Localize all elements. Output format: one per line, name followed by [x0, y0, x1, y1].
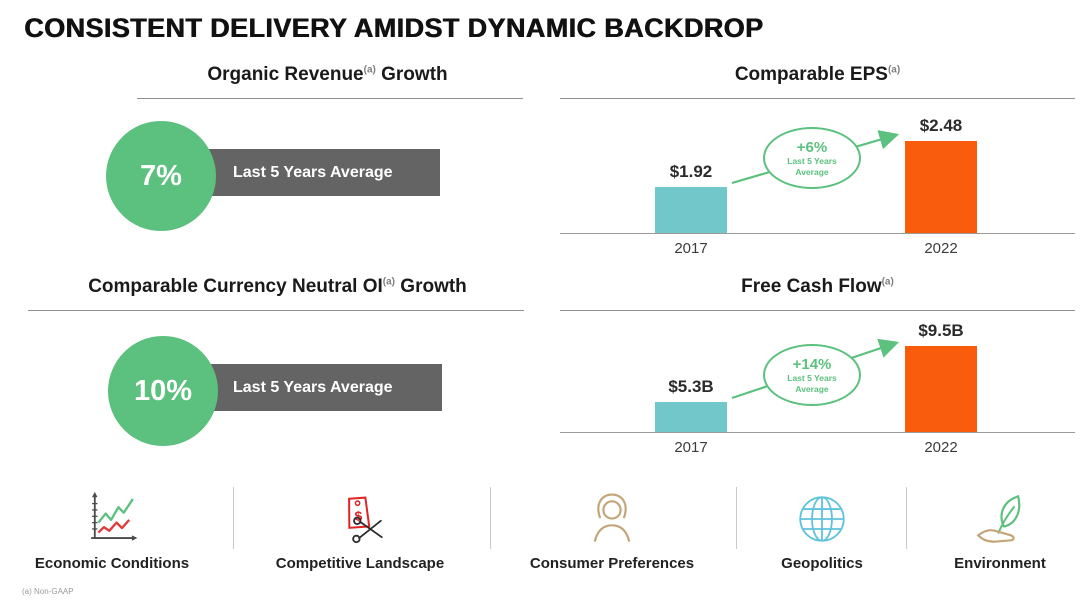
- comparable-eps-chart: $1.92 $2.48 +6% Last 5 Years Average 201…: [560, 98, 1075, 263]
- bar-value-label: $1.92: [669, 162, 713, 181]
- line-chart-icon: [91, 491, 138, 541]
- heading-text: Free Cash Flow: [741, 276, 882, 297]
- bar-value-label: $9.5B: [918, 321, 964, 340]
- growth-sub-line2: Average: [795, 383, 829, 394]
- non-gaap-footnote: (a) Non-GAAP: [22, 587, 74, 596]
- heading-suffix: Growth: [395, 276, 467, 297]
- price-tag-scissors-icon: $: [348, 496, 383, 544]
- growth-pct: +6%: [796, 139, 828, 157]
- footer-item-economic-conditions: Economic Conditions: [24, 484, 200, 572]
- footer-label: Economic Conditions: [34, 555, 190, 572]
- globe-icon: [799, 496, 845, 542]
- footer-label: Competitive Landscape: [275, 555, 445, 572]
- average-label: Last 5 Years Average: [233, 163, 393, 181]
- growth-badge: +14% Last 5 Years Average: [763, 344, 861, 406]
- footer-divider: [233, 487, 234, 549]
- footer-item-environment: Environment: [920, 484, 1080, 572]
- chart-baseline: [560, 233, 1075, 234]
- comparable-eps-heading: Comparable EPS(a): [560, 64, 1075, 86]
- heading-text: Comparable Currency Neutral OI: [88, 276, 383, 297]
- growth-sub-line2: Average: [795, 166, 829, 177]
- footer-label: Environment: [954, 555, 1046, 572]
- bar-2017: [655, 187, 727, 233]
- leaf-in-hand-icon: [976, 494, 1021, 543]
- slide-title: CONSISTENT DELIVERY AMIDST DYNAMIC BACKD…: [24, 13, 764, 43]
- footnote-marker: (a): [382, 276, 396, 288]
- free-cash-flow-heading: Free Cash Flow(a): [560, 276, 1075, 298]
- heading-text: Comparable EPS: [734, 64, 888, 85]
- bar-value-label: $2.48: [919, 116, 963, 135]
- ccn-oi-heading: Comparable Currency Neutral OI(a) Growth: [20, 276, 535, 298]
- footnote-marker: (a): [881, 276, 894, 288]
- footer-item-consumer-preferences: Consumer Preferences: [502, 484, 722, 572]
- free-cash-flow-chart: $5.3B $9.5B +14% Last 5 Years Average 20…: [560, 297, 1075, 462]
- ccn-oi-circle: 10%: [108, 336, 218, 446]
- growth-sub-line1: Last 5 Years: [787, 156, 837, 167]
- footer-item-geopolitics: Geopolitics: [752, 484, 892, 572]
- heading-text: Organic Revenue: [207, 64, 364, 85]
- bar-column-2022: $9.5B: [901, 321, 981, 432]
- heading-rule: [560, 310, 1075, 311]
- x-label-2022: 2022: [924, 439, 958, 456]
- footer-divider: [906, 487, 907, 549]
- heading-rule: [137, 98, 523, 99]
- growth-sub-line1: Last 5 Years: [787, 373, 837, 384]
- footnote-marker: (a): [887, 64, 901, 76]
- footer-divider: [490, 487, 491, 549]
- person-icon: [593, 493, 631, 542]
- growth-badge: +6% Last 5 Years Average: [763, 127, 861, 189]
- bar-2022: [905, 346, 977, 432]
- heading-suffix: Growth: [375, 64, 448, 85]
- organic-revenue-value: 7%: [140, 159, 182, 192]
- bar-column-2017: $1.92: [651, 162, 731, 233]
- footer-item-competitive-landscape: $ Competitive Landscape: [250, 484, 470, 572]
- bar-column-2017: $5.3B: [651, 377, 731, 432]
- x-label-2017: 2017: [674, 240, 708, 257]
- ccn-oi-value: 10%: [133, 374, 193, 407]
- heading-rule: [28, 310, 524, 311]
- chart-baseline: [560, 432, 1075, 433]
- x-label-2022: 2022: [924, 240, 958, 257]
- footnote-marker: (a): [363, 64, 376, 76]
- bar-2017: [655, 402, 727, 432]
- growth-pct: +14%: [792, 356, 832, 374]
- footer-divider: [736, 487, 737, 549]
- bar-value-label: $5.3B: [668, 377, 714, 396]
- average-label: Last 5 Years Average: [233, 378, 393, 396]
- organic-revenue-circle: 7%: [106, 121, 216, 231]
- footer-label: Geopolitics: [781, 555, 863, 572]
- dollar-glyph: $: [354, 509, 363, 525]
- heading-rule: [560, 98, 1075, 99]
- footer-label: Consumer Preferences: [529, 555, 695, 572]
- x-label-2017: 2017: [674, 439, 708, 456]
- bar-2022: [905, 141, 977, 233]
- bar-column-2022: $2.48: [901, 116, 981, 233]
- organic-revenue-heading: Organic Revenue(a) Growth: [70, 64, 585, 86]
